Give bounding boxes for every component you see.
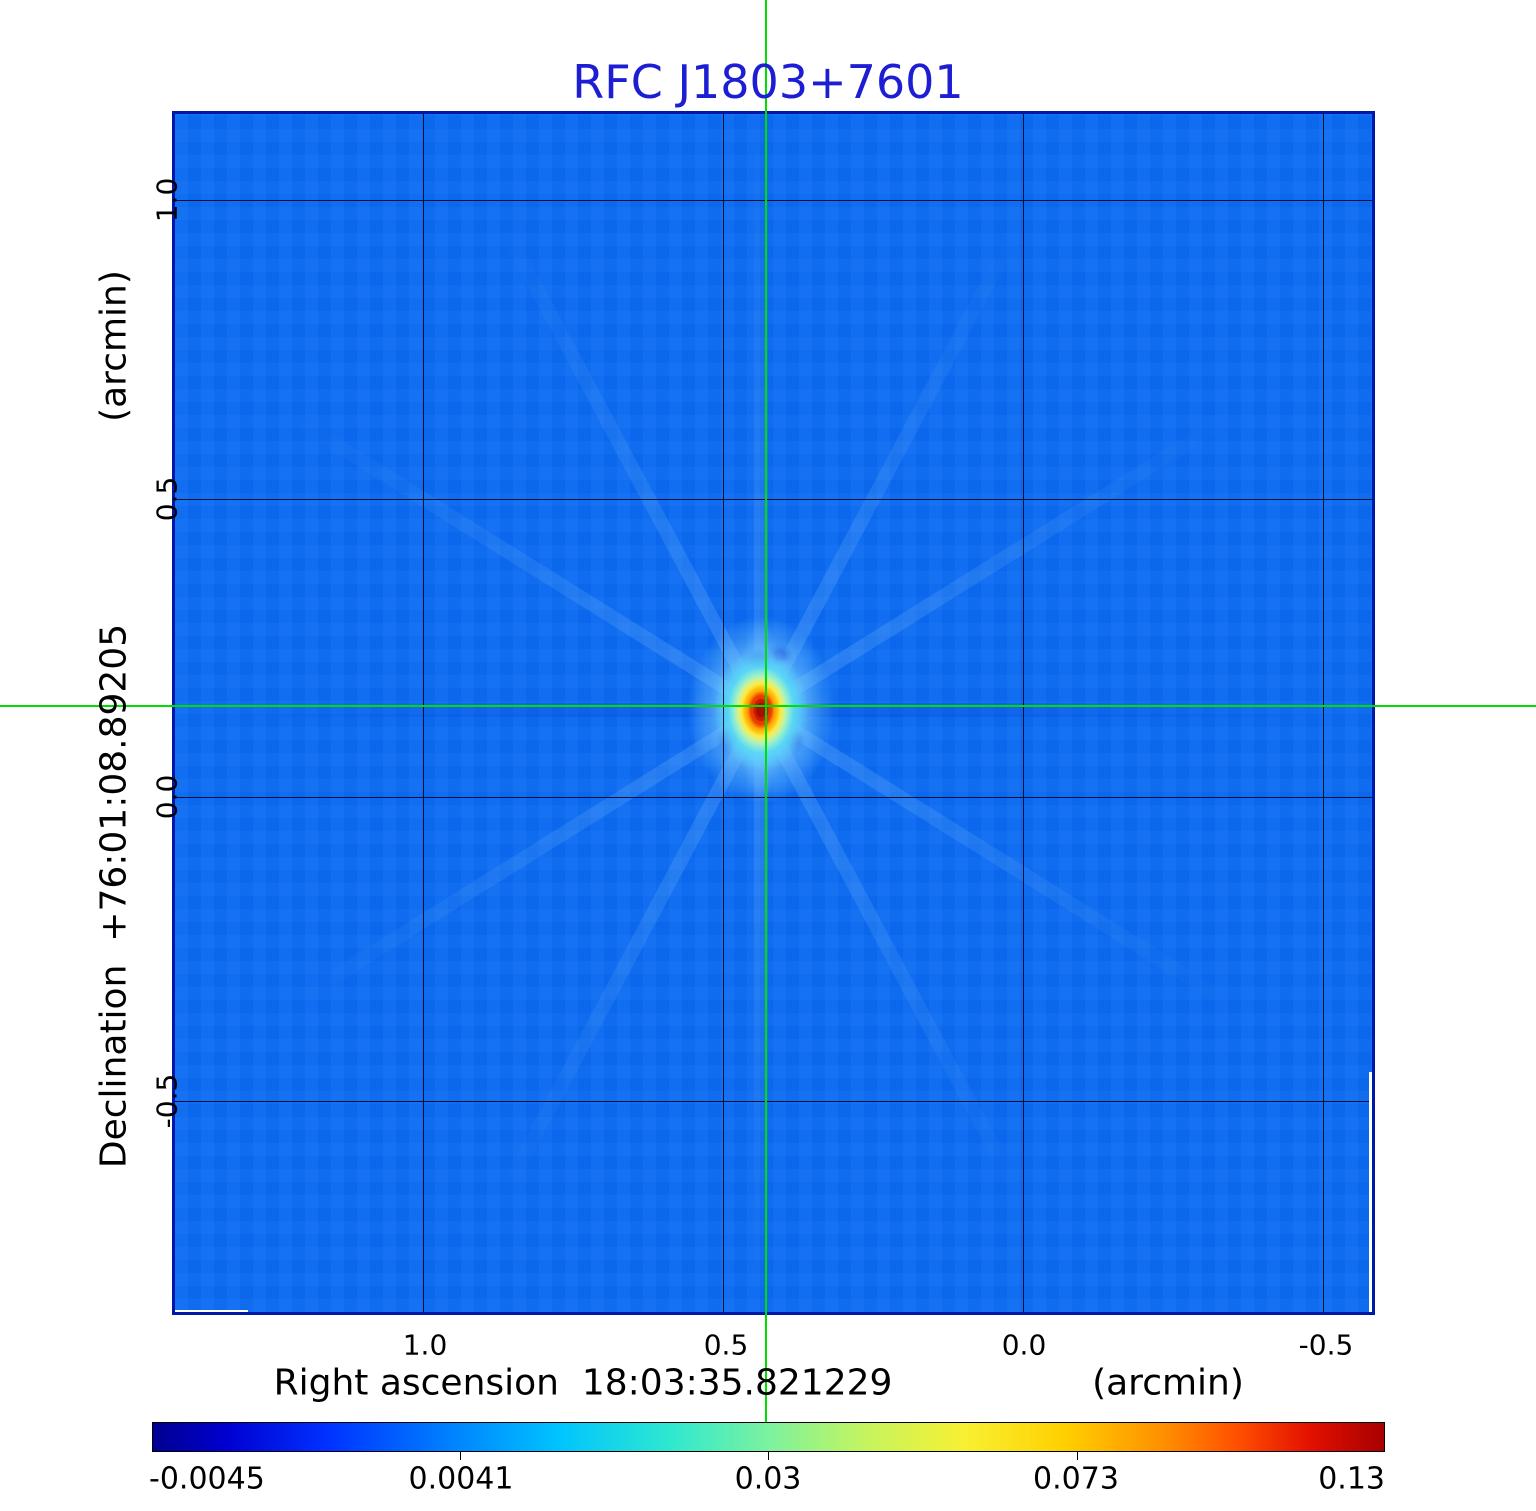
grid-line-vertical [723, 114, 724, 1312]
y-axis-unit-label: (arcmin) [93, 270, 135, 422]
y-tick-label: 0.0 [150, 774, 184, 820]
colorbar-tick [460, 1452, 461, 1460]
grid-line-horizontal [175, 1101, 1372, 1102]
scale-bar [175, 1310, 248, 1312]
grid-line-vertical [423, 114, 424, 1312]
colorbar-tick [1077, 1452, 1078, 1460]
grid-line-horizontal [175, 200, 1372, 201]
colorbar-tick-label: -0.0045 [149, 1461, 265, 1497]
colorbar-tick [768, 1452, 769, 1460]
crosshair-vertical-line [765, 0, 767, 1422]
sky-map-image [172, 111, 1375, 1315]
y-tick-label: 1.0 [150, 177, 184, 223]
grid-line-vertical [1323, 114, 1324, 1312]
x-tick-label: 0.0 [1001, 1328, 1047, 1362]
x-axis-title: Right ascension 18:03:35.821229 [273, 1362, 893, 1404]
plot-title: RFC J1803+7601 [572, 55, 964, 109]
colorbar-tick-label: 0.073 [1033, 1461, 1119, 1497]
y-tick-label: -0.5 [150, 1073, 184, 1129]
image-edge-artifact [1369, 1072, 1372, 1312]
point-source-peak [676, 600, 846, 820]
x-tick-label: 0.5 [703, 1328, 749, 1362]
x-axis-unit-label: (arcmin) [1092, 1362, 1244, 1404]
colorbar-tick-label: 0.0041 [408, 1461, 514, 1497]
crosshair-horizontal-line [0, 705, 1536, 707]
grid-line-horizontal [175, 499, 1372, 500]
colorbar [152, 1422, 1385, 1452]
colorbar-tick-label: 0.03 [734, 1461, 802, 1497]
colorbar-tick-label: 0.13 [1318, 1461, 1385, 1497]
y-tick-label: 0.5 [150, 476, 184, 522]
x-tick-label: -0.5 [1298, 1328, 1354, 1362]
x-tick-label: 1.0 [402, 1328, 448, 1362]
grid-line-horizontal [175, 797, 1372, 798]
y-axis-title: Declination +76:01:08.89205 [93, 623, 135, 1169]
grid-line-vertical [1023, 114, 1024, 1312]
